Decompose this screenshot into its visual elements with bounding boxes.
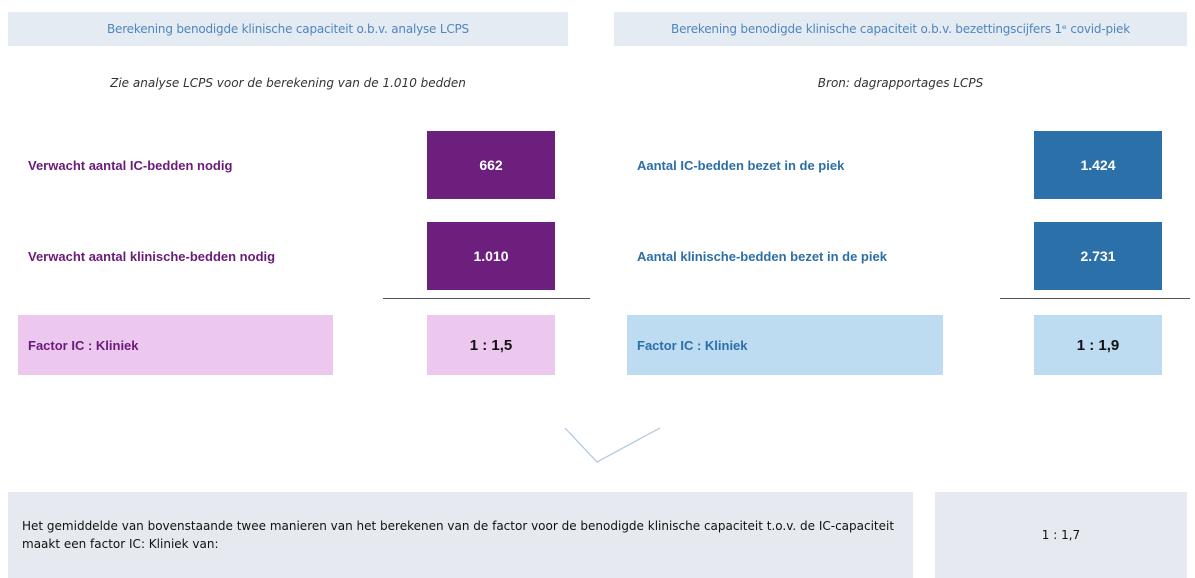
left-row-label: Verwacht aantal IC-bedden nodig — [28, 157, 233, 173]
conclusion-value: 1 : 1,7 — [935, 492, 1187, 578]
separator — [1000, 298, 1190, 299]
left-factor-label: Factor IC : Kliniek — [18, 315, 333, 375]
left-row-label: Verwacht aantal klinische-bedden nodig — [28, 248, 276, 264]
left-factor-value: 1 : 1,5 — [427, 315, 555, 375]
left-header: Berekening benodigde klinische capacitei… — [8, 12, 568, 46]
chevron — [564, 427, 661, 463]
right-header: Berekening benodigde klinische capacitei… — [614, 12, 1187, 46]
right-row-value: 2.731 — [1034, 222, 1162, 290]
right-factor-label: Factor IC : Kliniek — [627, 315, 943, 375]
right-row-label: Aantal klinische-bedden bezet in de piek — [637, 248, 887, 264]
left-row-value: 662 — [427, 131, 555, 199]
chevron-line — [564, 427, 661, 463]
right-subtitle: Bron: dagrapportages LCPS — [817, 76, 984, 90]
separator — [383, 298, 590, 299]
right-factor-value: 1 : 1,9 — [1034, 315, 1162, 375]
left-subtitle: Zie analyse LCPS voor de berekening van … — [110, 76, 466, 90]
conclusion-text: Het gemiddelde van bovenstaande twee man… — [8, 492, 913, 578]
right-row-value: 1.424 — [1034, 131, 1162, 199]
right-row-label: Aantal IC-bedden bezet in de piek — [637, 157, 845, 173]
left-row-value: 1.010 — [427, 222, 555, 290]
